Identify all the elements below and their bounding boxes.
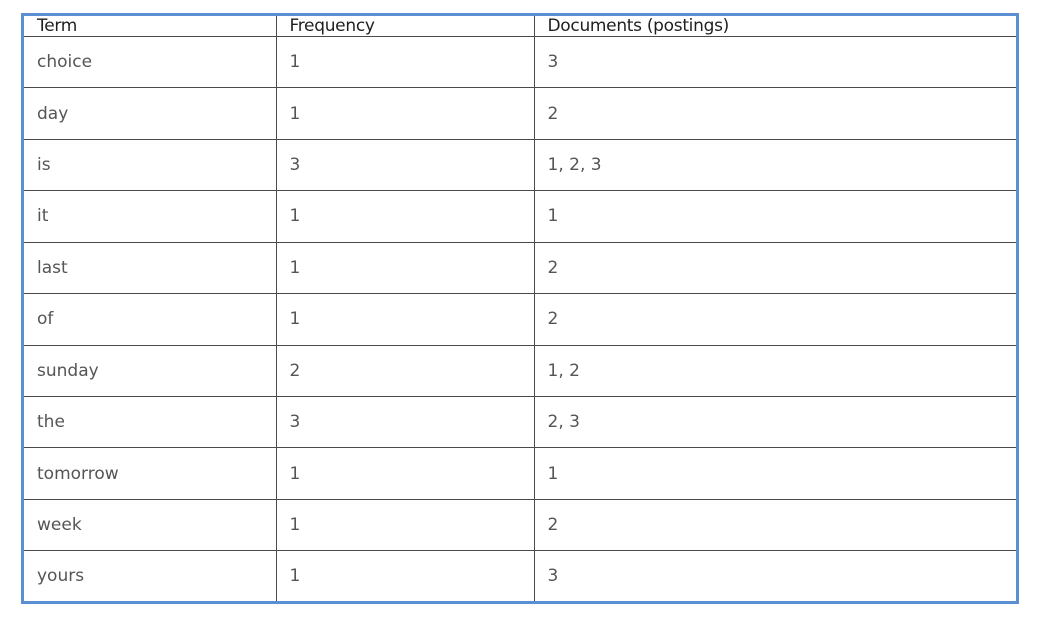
frequency-cell: 1	[275, 293, 535, 346]
table-row: is 3 1, 2, 3	[24, 138, 1016, 192]
table-row: last 1 2	[24, 241, 1016, 295]
term-cell: is	[24, 138, 277, 192]
column-header-documents: Documents (postings)	[533, 16, 1016, 37]
table-row: it 1 1	[24, 190, 1016, 243]
term-cell: tomorrow	[24, 447, 277, 500]
inverted-index-table: Term Frequency Documents (postings) choi…	[24, 16, 1016, 601]
table-row: the 3 2, 3	[24, 395, 1016, 449]
table-header-row: Term Frequency Documents (postings)	[24, 16, 1016, 37]
term-cell: it	[24, 190, 277, 243]
term-cell: choice	[24, 35, 277, 89]
frequency-cell: 3	[275, 395, 535, 449]
table-row: yours 1 3	[24, 550, 1016, 601]
inverted-index-table-frame: Term Frequency Documents (postings) choi…	[21, 13, 1019, 604]
frequency-cell: 1	[275, 498, 535, 552]
documents-cell: 1	[533, 447, 1016, 500]
table-row: of 1 2	[24, 293, 1016, 346]
documents-cell: 2, 3	[533, 395, 1016, 449]
term-cell: of	[24, 293, 277, 346]
documents-cell: 2	[533, 87, 1016, 140]
documents-cell: 2	[533, 498, 1016, 552]
frequency-cell: 1	[275, 190, 535, 243]
column-header-term: Term	[24, 16, 277, 37]
documents-cell: 1	[533, 190, 1016, 243]
documents-cell: 1, 2	[533, 344, 1016, 397]
frequency-cell: 2	[275, 344, 535, 397]
frequency-cell: 1	[275, 550, 535, 601]
term-cell: sunday	[24, 344, 277, 397]
term-cell: week	[24, 498, 277, 552]
term-cell: yours	[24, 550, 277, 601]
documents-cell: 3	[533, 550, 1016, 601]
documents-cell: 3	[533, 35, 1016, 89]
frequency-cell: 3	[275, 138, 535, 192]
table-row: day 1 2	[24, 87, 1016, 140]
term-cell: last	[24, 241, 277, 295]
column-header-frequency: Frequency	[275, 16, 535, 37]
table-row: tomorrow 1 1	[24, 447, 1016, 500]
table-row: week 1 2	[24, 498, 1016, 552]
frequency-cell: 1	[275, 447, 535, 500]
frequency-cell: 1	[275, 35, 535, 89]
term-cell: the	[24, 395, 277, 449]
term-cell: day	[24, 87, 277, 140]
frequency-cell: 1	[275, 241, 535, 295]
documents-cell: 2	[533, 241, 1016, 295]
documents-cell: 1, 2, 3	[533, 138, 1016, 192]
frequency-cell: 1	[275, 87, 535, 140]
table-row: choice 1 3	[24, 35, 1016, 89]
documents-cell: 2	[533, 293, 1016, 346]
table-row: sunday 2 1, 2	[24, 344, 1016, 397]
